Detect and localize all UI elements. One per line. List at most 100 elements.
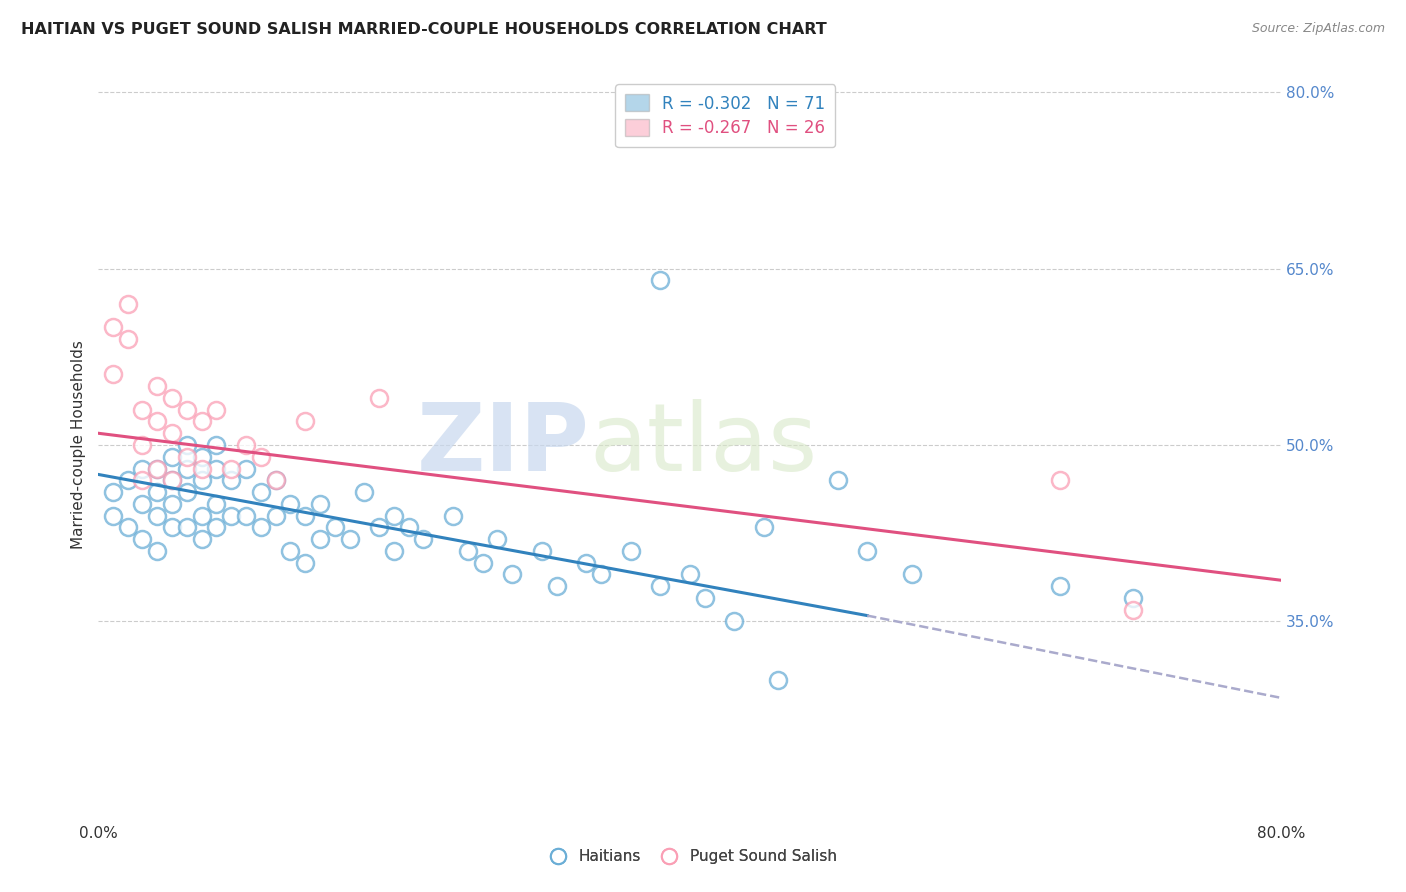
Point [117, 473, 139, 487]
Point [457, 544, 479, 558]
Point [131, 461, 153, 475]
Point [131, 532, 153, 546]
Point [235, 438, 257, 452]
Point [146, 461, 169, 475]
Point [1049, 473, 1071, 487]
Y-axis label: Married-couple Households: Married-couple Households [72, 341, 86, 549]
Point [146, 379, 169, 393]
Point [131, 497, 153, 511]
Point [486, 532, 509, 546]
Legend: Haitians, Puget Sound Salish: Haitians, Puget Sound Salish [536, 843, 844, 871]
Point [235, 508, 257, 523]
Point [131, 438, 153, 452]
Point [856, 544, 879, 558]
Point [398, 520, 420, 534]
Point [280, 497, 302, 511]
Point [679, 567, 702, 582]
Point [294, 556, 316, 570]
Point [264, 473, 287, 487]
Point [280, 544, 302, 558]
Point [412, 532, 434, 546]
Point [589, 567, 612, 582]
Text: HAITIAN VS PUGET SOUND SALISH MARRIED-COUPLE HOUSEHOLDS CORRELATION CHART: HAITIAN VS PUGET SOUND SALISH MARRIED-CO… [21, 22, 827, 37]
Point [382, 508, 405, 523]
Point [146, 508, 169, 523]
Point [619, 544, 641, 558]
Point [176, 520, 198, 534]
Point [160, 520, 183, 534]
Point [176, 438, 198, 452]
Point [339, 532, 361, 546]
Point [294, 414, 316, 428]
Point [768, 673, 790, 688]
Point [294, 508, 316, 523]
Text: ZIP: ZIP [416, 399, 589, 491]
Point [693, 591, 716, 605]
Point [131, 473, 153, 487]
Point [219, 461, 242, 475]
Text: Source: ZipAtlas.com: Source: ZipAtlas.com [1251, 22, 1385, 36]
Point [101, 368, 124, 382]
Point [160, 426, 183, 441]
Point [323, 520, 346, 534]
Point [382, 544, 405, 558]
Point [1122, 603, 1144, 617]
Point [575, 556, 598, 570]
Point [176, 485, 198, 500]
Point [190, 461, 212, 475]
Point [1122, 591, 1144, 605]
Text: atlas: atlas [589, 399, 817, 491]
Point [471, 556, 494, 570]
Point [146, 485, 169, 500]
Point [546, 579, 568, 593]
Point [190, 508, 212, 523]
Point [101, 320, 124, 334]
Point [1049, 579, 1071, 593]
Point [219, 508, 242, 523]
Point [160, 473, 183, 487]
Point [146, 544, 169, 558]
Point [176, 402, 198, 417]
Point [205, 402, 228, 417]
Point [264, 473, 287, 487]
Point [160, 497, 183, 511]
Point [368, 391, 391, 405]
Point [264, 508, 287, 523]
Point [650, 579, 672, 593]
Point [160, 473, 183, 487]
Point [309, 532, 332, 546]
Point [176, 450, 198, 464]
Point [650, 273, 672, 287]
Point [249, 450, 271, 464]
Point [190, 473, 212, 487]
Point [160, 450, 183, 464]
Point [190, 532, 212, 546]
Point [205, 438, 228, 452]
Point [146, 461, 169, 475]
Point [101, 485, 124, 500]
Point [205, 461, 228, 475]
Point [117, 297, 139, 311]
Point [368, 520, 391, 534]
Point [501, 567, 523, 582]
Point [101, 508, 124, 523]
Point [530, 544, 553, 558]
Point [235, 461, 257, 475]
Point [249, 520, 271, 534]
Point [190, 450, 212, 464]
Point [205, 497, 228, 511]
Point [219, 473, 242, 487]
Point [176, 461, 198, 475]
Point [117, 332, 139, 346]
Point [131, 402, 153, 417]
Point [117, 520, 139, 534]
Point [752, 520, 775, 534]
Point [205, 520, 228, 534]
Point [146, 414, 169, 428]
Point [160, 391, 183, 405]
Point [353, 485, 375, 500]
Point [249, 485, 271, 500]
Point [441, 508, 464, 523]
Point [900, 567, 922, 582]
Point [190, 414, 212, 428]
